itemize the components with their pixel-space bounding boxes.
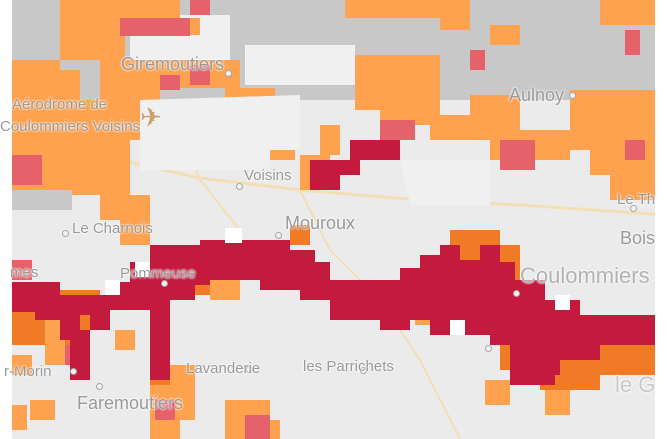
place-marker: [485, 345, 492, 352]
risk-cell-light-orange: [345, 0, 470, 30]
risk-cell-orange: [290, 225, 310, 245]
risk-cell-light-orange: [490, 25, 520, 45]
place-marker: [62, 230, 69, 237]
place-marker: [513, 290, 520, 297]
white-cell: [105, 280, 120, 295]
risk-cell-light-orange: [470, 95, 570, 160]
risk-cell-pink-red: [625, 140, 645, 160]
risk-cell-crimson: [570, 345, 600, 360]
place-marker: [96, 383, 103, 390]
risk-cell-light-orange: [100, 60, 160, 100]
risk-cell-crimson: [70, 330, 90, 380]
risk-cell-orange: [590, 345, 655, 375]
place-marker: [161, 280, 168, 287]
place-marker: [630, 205, 637, 212]
risk-cell-light-orange: [12, 405, 27, 430]
white-cell: [450, 320, 465, 335]
grey-cell: [400, 160, 490, 205]
risk-cell-light-orange: [600, 0, 655, 25]
risk-cell-light-orange: [570, 90, 655, 200]
risk-cell-crimson: [180, 285, 195, 300]
risk-cell-pink-red: [190, 65, 210, 85]
grey-cell: [245, 45, 355, 85]
place-marker: [569, 92, 576, 99]
risk-cell-light-orange: [355, 55, 470, 140]
risk-cell-pink-red: [625, 30, 640, 55]
risk-cell-pink-red: [500, 140, 535, 170]
risk-cell-pink-red: [12, 260, 32, 280]
place-marker: [246, 366, 253, 373]
risk-cell-light-orange: [210, 280, 240, 300]
white-cell: [135, 262, 150, 277]
risk-cell-pink-red: [12, 155, 42, 185]
place-marker: [225, 70, 232, 77]
risk-cell-light-orange: [80, 100, 150, 195]
risk-cell-crimson: [310, 140, 400, 190]
risk-cell-pink-red: [245, 415, 270, 439]
risk-cell-pink-red: [380, 120, 415, 140]
white-cell: [555, 295, 570, 310]
risk-cell-crimson: [12, 240, 655, 375]
grey-cell: [140, 95, 300, 170]
white-cell: [225, 228, 242, 243]
risk-cell-light-orange: [12, 355, 32, 375]
map-edge: [0, 0, 12, 439]
risk-cell-light-orange: [485, 380, 510, 405]
place-marker: [70, 368, 77, 375]
risk-cell-pink-red: [120, 18, 190, 36]
airport-icon: ✈: [140, 102, 162, 132]
risk-cell-pink-red: [190, 0, 210, 15]
risk-cell-crimson: [150, 320, 170, 380]
risk-cell-light-orange: [115, 330, 135, 350]
place-marker: [360, 367, 367, 374]
risk-cell-light-orange: [100, 195, 150, 245]
place-marker: [236, 183, 243, 190]
risk-cell-pink-red: [470, 50, 485, 70]
risk-cell-light-orange: [545, 390, 570, 415]
risk-cell-crimson: [510, 345, 555, 385]
risk-cell-light-orange: [320, 125, 340, 155]
risk-cell-pink-red: [160, 75, 180, 90]
place-marker: [275, 232, 282, 239]
risk-cell-pink-red: [155, 400, 175, 420]
risk-cell-light-orange: [30, 400, 55, 420]
map-edge: [655, 0, 667, 439]
grey-cell: [12, 190, 72, 210]
